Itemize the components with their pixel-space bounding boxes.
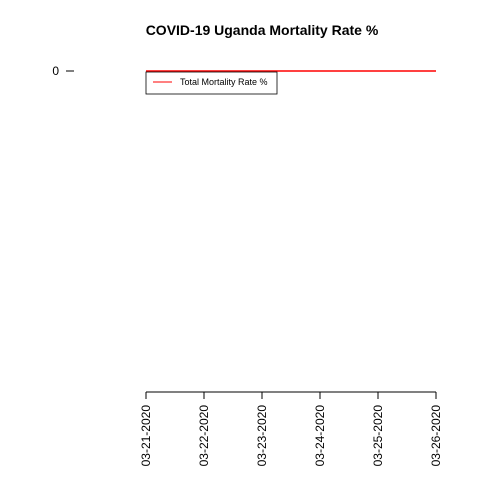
x-tick-label: 03-26-2020 bbox=[429, 405, 443, 467]
x-tick-label: 03-21-2020 bbox=[139, 405, 153, 467]
legend: Total Mortality Rate % bbox=[145, 71, 278, 95]
chart-title: COVID-19 Uganda Mortality Rate % bbox=[146, 22, 379, 38]
legend-label: Total Mortality Rate % bbox=[180, 77, 268, 87]
legend-box bbox=[145, 71, 278, 95]
x-tick-label: 03-23-2020 bbox=[255, 405, 269, 467]
x-tick-label: 03-25-2020 bbox=[371, 405, 385, 467]
x-tick-label: 03-22-2020 bbox=[197, 405, 211, 467]
x-tick-label: 03-24-2020 bbox=[313, 405, 327, 467]
y-tick-label: 0 bbox=[52, 64, 59, 78]
x-axis: 03-21-2020 03-22-2020 03-23-2020 03-24-2020… bbox=[139, 391, 443, 467]
